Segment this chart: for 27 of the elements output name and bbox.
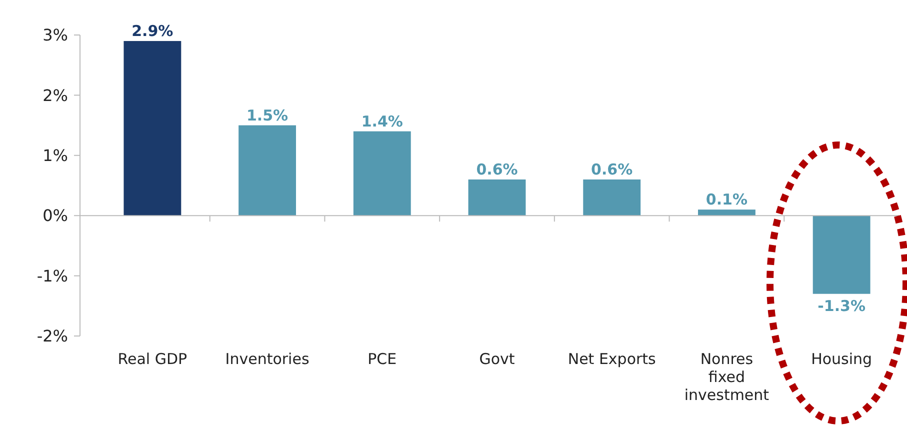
y-tick-label: 2%	[42, 86, 68, 105]
data-label: 0.6%	[476, 160, 518, 178]
x-tick-label: Housing	[811, 350, 872, 368]
data-label: -1.3%	[818, 296, 866, 315]
x-tick-label: PCE	[368, 350, 397, 368]
y-tick-label: 3%	[42, 26, 68, 45]
data-label: 1.5%	[246, 106, 288, 124]
data-label: 1.4%	[361, 112, 403, 130]
bar	[238, 125, 296, 216]
y-tick-label: -1%	[36, 266, 68, 286]
y-tick-label: -2%	[36, 326, 68, 346]
data-label: 0.1%	[706, 190, 748, 209]
x-tick-label: Nonres fixed investment	[684, 350, 770, 404]
x-tick-label: Inventories	[225, 350, 310, 368]
bar	[468, 179, 526, 216]
data-label: 0.6%	[591, 160, 633, 178]
bar	[124, 41, 182, 216]
bar	[812, 216, 870, 294]
bar	[698, 210, 756, 216]
x-tick-label: Net Exports	[568, 350, 656, 368]
y-tick-label: 1%	[42, 146, 68, 165]
x-tick-label: Govt	[479, 350, 515, 368]
bar	[353, 131, 411, 216]
bar	[583, 179, 641, 216]
data-label: 2.9%	[132, 22, 174, 40]
y-tick-label: 0%	[42, 206, 68, 226]
x-tick-label: Real GDP	[118, 350, 188, 368]
